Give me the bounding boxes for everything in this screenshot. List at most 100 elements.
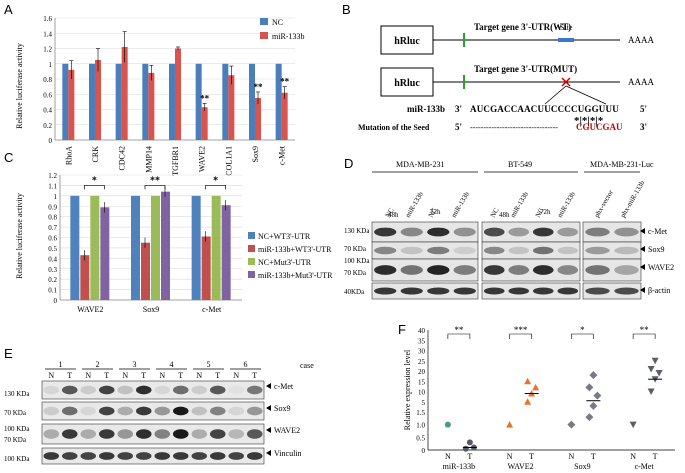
bar-nc [142,63,149,140]
protein-e-wave2: WAVE2 [274,426,300,435]
western-blot-d [371,221,645,300]
point-t [532,383,540,391]
bar-nc [222,63,229,140]
mw-d-0: 130 KDa [344,227,370,235]
point-n [444,421,451,428]
western-blot-e [41,380,271,465]
lane-n: N [233,371,239,380]
significance-f: * [580,325,585,335]
lane-label-d: NC [534,206,546,219]
lane-labels-d: NC miR-133b NC miR-133b NC miR-133b NC miR-133b… [384,179,647,219]
bar-c-s3 [221,205,231,300]
blot-band-d [374,246,397,255]
blot-band-e [246,385,263,395]
bar-c-s0 [191,195,201,300]
blot-band-d [400,287,423,295]
blot-band-e [43,406,60,416]
group-bt549: BT-549 [508,160,532,169]
blot-band-d [557,227,579,237]
point-t [462,445,469,452]
legend-mir-swatch [260,32,268,39]
blot-band-e [80,385,97,395]
bar-c-s0 [131,195,140,300]
lane-label-d: miR-133b [404,190,425,219]
blot-band-e [191,406,208,416]
blot-strip-e [41,401,265,421]
xtick-a: c-Met [278,145,287,165]
bar-mir [68,69,75,140]
group-t-f: T [591,452,596,461]
pointer-arrow-icon [266,405,271,411]
bar-c-s2 [151,195,160,300]
pointer-arrow-icon [640,264,645,270]
mir-sequence: AUCGACCAACUUCCCCUGGUUU [470,104,619,114]
blot-band-e [98,406,115,416]
legend-nc-swatch [260,18,268,25]
zoom-line-right [565,85,607,105]
blot-band-e [209,385,226,395]
bar-nc [249,63,255,140]
xtick-a: RhoA [64,146,73,165]
significance-a: ** [200,93,210,103]
blot-band-d [483,246,505,255]
ytick-f: 0 [422,447,426,455]
blot-band-e [135,429,152,439]
chart-a-ylabel: Relative luciferase activity [15,43,24,129]
lane-t: T [141,371,146,380]
blot-band-d [483,287,505,295]
group-n-f: N [445,452,451,461]
blot-band-d [532,265,554,275]
blot-band-e [80,406,97,416]
ytick-f: 40 [418,327,426,335]
blot-band-e [61,385,78,395]
bar-c-s2 [211,195,221,300]
significance-a: ** [280,77,290,87]
case-number: 6 [244,360,248,369]
xtick-c: c-Met [202,305,222,314]
blot-band-e [172,385,189,395]
blot-band-e [154,429,171,439]
ytick-f: 15 [418,378,426,386]
ytick-a: 0.4 [43,107,52,115]
blot-band-e [61,429,78,439]
group-luc: MDA-MB-231-Luc [590,160,654,169]
mutation-x-icon [561,77,571,87]
lane-label-d: NC [427,206,439,219]
ytick-c: 1.1 [48,182,57,190]
bracket-c [83,185,105,190]
lane-t: T [67,371,72,380]
wt-label: Target gene 3'-UTR(WT) [474,22,571,32]
blot-band-e [80,452,97,460]
seed-label: Mutation of the Seed [358,123,430,132]
blot-band-d [453,227,476,237]
protein-e-vinculin: Vinculin [274,449,302,458]
point-t [655,370,663,377]
mw-e-0: 130 KDa [4,390,30,398]
blot-strip-e [41,423,265,445]
ytick-c: 0.3 [48,266,57,274]
panel-b-label: B [342,2,351,17]
blot-band-d [508,246,530,255]
blot-band-e [135,385,152,395]
bar-mir [175,48,181,140]
case-number: 2 [96,360,100,369]
bar-c-s3 [161,191,170,300]
lane-label-d: miR-133b [509,190,530,219]
lane-t: T [215,371,220,380]
hrluc-box-mut [380,67,434,97]
blot-band-d [453,287,476,295]
blot-band-d [557,265,579,275]
ytick-f: 30 [418,348,426,356]
lane-label-d: miR-133b [450,190,471,219]
chart-f-ylabel: Relative expression level [403,349,412,430]
blot-band-e [154,385,171,395]
ytick-a: 0.8 [43,76,52,84]
lane-n: N [122,371,128,380]
blot-band-d [483,265,505,275]
ytick-a: 0 [49,137,53,145]
blot-strip-d [582,282,642,300]
ytick-f: 5 [422,399,426,407]
lane-n: N [159,371,165,380]
case-number: 1 [59,360,63,369]
